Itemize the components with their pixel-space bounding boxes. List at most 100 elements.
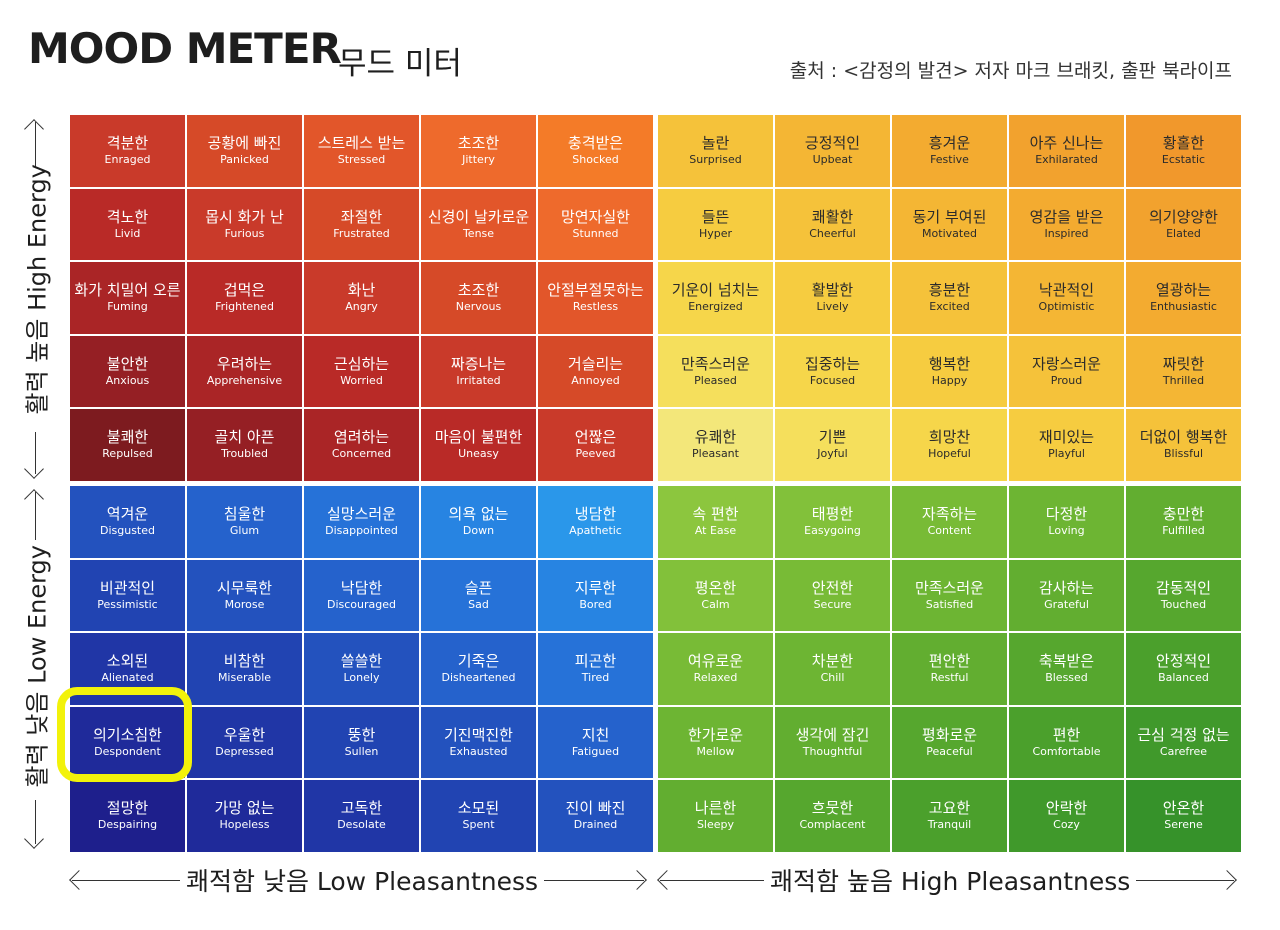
arrow-right-icon <box>627 870 647 890</box>
emotion-label-en: Tired <box>581 671 610 685</box>
emotion-label-ko: 평화로운 <box>921 725 978 744</box>
emotion-label-en: Exhausted <box>449 744 508 758</box>
emotion-label-ko: 근심 걱정 없는 <box>1137 725 1230 744</box>
emotion-label-en: Hopeless <box>219 818 270 832</box>
axis-line <box>35 432 36 474</box>
emotion-label-ko: 소외된 <box>106 652 149 671</box>
emotion-cell: 짜증나는 Irritated <box>421 335 536 407</box>
emotion-cell: 축복받은 Blessed <box>1009 633 1124 705</box>
emotion-label-en: Joyful <box>817 447 848 461</box>
emotion-cell: 만족스러운 Pleased <box>658 335 773 407</box>
emotion-cell: 기운이 넘치는 Energized <box>658 262 773 334</box>
quadrant-blue-low-energy-low-pleasantness: 역겨운 Disgusted 침울한 Glum 실망스러운 Disappointed 의욕 없… <box>70 486 653 852</box>
emotion-cell: 염려하는 Concerned <box>304 409 419 481</box>
emotion-label-en: Lively <box>816 300 849 314</box>
emotion-label-en: Desolate <box>337 818 386 832</box>
emotion-cell: 재미있는 Playful <box>1009 409 1124 481</box>
emotion-label-ko: 동기 부여된 <box>912 207 987 226</box>
arrow-down-icon <box>24 459 44 479</box>
emotion-cell: 자랑스러운 Proud <box>1009 335 1124 407</box>
emotion-label-en: Apathetic <box>569 524 622 538</box>
emotion-label-ko: 불안한 <box>106 354 149 373</box>
emotion-label-en: Grateful <box>1044 597 1089 611</box>
emotion-label-en: Pessimistic <box>97 597 158 611</box>
emotion-cell: 열광하는 Enthusiastic <box>1126 262 1241 334</box>
emotion-cell: 초조한 Jittery <box>421 115 536 187</box>
arrow-up-icon <box>24 489 44 509</box>
emotion-label-en: Cheerful <box>809 226 856 240</box>
emotion-cell: 안온한 Serene <box>1126 780 1241 852</box>
emotion-label-en: Proud <box>1050 373 1083 387</box>
emotion-cell: 우려하는 Apprehensive <box>187 335 302 407</box>
emotion-label-ko: 지루한 <box>574 578 617 597</box>
emotion-label-ko: 만족스러운 <box>914 578 984 597</box>
quadrant-green-low-energy-high-pleasantness: 속 편한 At Ease 태평한 Easygoing 자족하는 Content 다정한 Lov… <box>658 486 1241 852</box>
emotion-cell: 피곤한 Tired <box>538 633 653 705</box>
emotion-label-ko: 뚱한 <box>347 725 376 744</box>
emotion-cell: 가망 없는 Hopeless <box>187 780 302 852</box>
emotion-label-en: Discouraged <box>326 597 396 611</box>
emotion-cell: 한가로운 Mellow <box>658 706 773 778</box>
emotion-label-en: Serene <box>1164 818 1203 832</box>
emotion-label-ko: 희망찬 <box>928 428 971 447</box>
highlight-box <box>57 687 192 782</box>
emotion-label-ko: 차분한 <box>811 652 854 671</box>
emotion-label-ko: 더없이 행복한 <box>1139 428 1228 447</box>
emotion-label-ko: 흐뭇한 <box>811 799 854 818</box>
emotion-cell: 안전한 Secure <box>775 559 890 631</box>
emotion-cell: 흥분한 Excited <box>892 262 1007 334</box>
emotion-cell: 행복한 Happy <box>892 335 1007 407</box>
emotion-cell: 공황에 빠진 Panicked <box>187 115 302 187</box>
emotion-label-en: Pleased <box>694 373 737 387</box>
emotion-cell: 만족스러운 Satisfied <box>892 559 1007 631</box>
emotion-label-en: Alienated <box>101 671 154 685</box>
emotion-label-en: Touched <box>1160 597 1207 611</box>
emotion-label-en: Enraged <box>104 153 151 167</box>
emotion-label-ko: 만족스러운 <box>680 354 750 373</box>
arrow-down-icon <box>24 829 44 849</box>
emotion-cell: 시무룩한 Morose <box>187 559 302 631</box>
emotion-label-ko: 놀란 <box>701 134 730 153</box>
emotion-cell: 뚱한 Sullen <box>304 706 419 778</box>
emotion-label-ko: 들뜬 <box>701 207 730 226</box>
emotion-cell: 기죽은 Disheartened <box>421 633 536 705</box>
emotion-cell: 슬픈 Sad <box>421 559 536 631</box>
emotion-label-en: Lonely <box>343 671 380 685</box>
emotion-cell: 진이 빠진 Drained <box>538 780 653 852</box>
emotion-label-en: Nervous <box>455 300 502 314</box>
emotion-cell: 들뜬 Hyper <box>658 188 773 260</box>
emotion-label-en: At Ease <box>694 524 737 538</box>
emotion-label-ko: 골치 아픈 <box>214 428 275 447</box>
emotion-cell: 황홀한 Ecstatic <box>1126 115 1241 187</box>
emotion-label-ko: 진이 빠진 <box>565 799 626 818</box>
emotion-cell: 더없이 행복한 Blissful <box>1126 409 1241 481</box>
axis-line <box>35 800 36 844</box>
emotion-label-en: Calm <box>701 597 730 611</box>
emotion-label-en: Sleepy <box>696 818 735 832</box>
emotion-label-ko: 격노한 <box>106 207 149 226</box>
emotion-cell: 고독한 Desolate <box>304 780 419 852</box>
emotion-label-ko: 여유로운 <box>687 652 744 671</box>
emotion-cell: 절망한 Despairing <box>70 780 185 852</box>
emotion-label-en: Carefree <box>1159 744 1208 758</box>
emotion-cell: 흥겨운 Festive <box>892 115 1007 187</box>
emotion-cell: 의욕 없는 Down <box>421 486 536 558</box>
emotion-label-ko: 아주 신나는 <box>1029 134 1104 153</box>
emotion-cell: 겁먹은 Frightened <box>187 262 302 334</box>
emotion-label-en: Morose <box>224 597 265 611</box>
emotion-label-ko: 우려하는 <box>216 354 273 373</box>
emotion-label-ko: 의기양양한 <box>1148 207 1218 226</box>
emotion-cell: 냉담한 Apathetic <box>538 486 653 558</box>
emotion-cell: 의기양양한 Elated <box>1126 188 1241 260</box>
emotion-label-en: Drained <box>573 818 618 832</box>
emotion-label-en: Furious <box>224 226 265 240</box>
emotion-label-ko: 슬픈 <box>464 578 493 597</box>
emotion-label-ko: 기운이 넘치는 <box>671 281 760 300</box>
emotion-cell: 긍정적인 Upbeat <box>775 115 890 187</box>
emotion-label-ko: 집중하는 <box>804 354 861 373</box>
emotion-cell: 격분한 Enraged <box>70 115 185 187</box>
emotion-label-en: Spent <box>462 818 495 832</box>
emotion-label-en: Chill <box>820 671 845 685</box>
arrow-left-icon <box>69 870 89 890</box>
emotion-cell: 불쾌한 Repulsed <box>70 409 185 481</box>
